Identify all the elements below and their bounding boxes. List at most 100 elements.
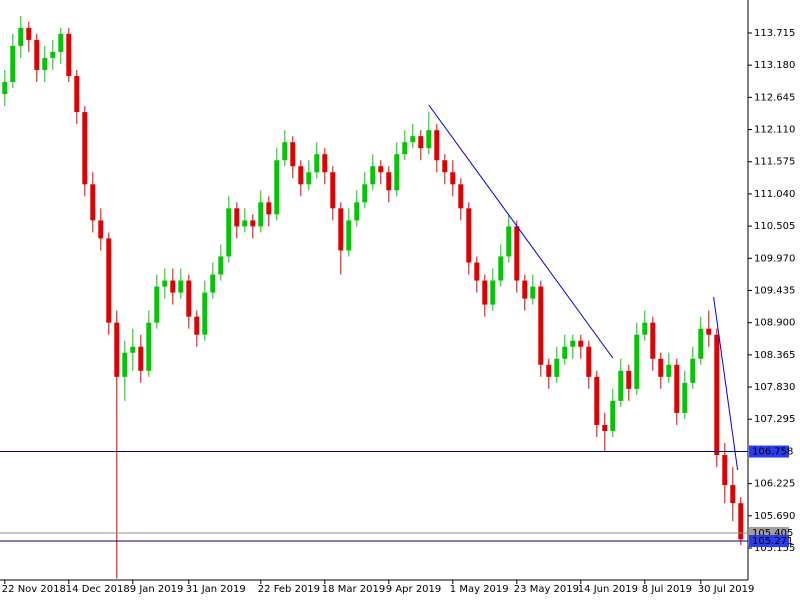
candle-body	[250, 220, 256, 227]
candle-body	[242, 220, 248, 227]
candle-body	[306, 172, 312, 185]
candle-body	[234, 208, 240, 227]
candle-body	[714, 334, 720, 456]
candle-body	[642, 322, 648, 335]
price-label: 106.758	[752, 447, 793, 458]
y-tick-label: 112.645	[754, 92, 795, 103]
price-label-box	[749, 445, 789, 458]
candle-body	[562, 346, 568, 359]
y-tick-label: 107.830	[754, 382, 795, 393]
candle-body	[682, 382, 688, 413]
y-tick-label: 110.505	[754, 221, 795, 232]
x-tick-label: 23 May 2019	[514, 584, 579, 595]
candle-body	[82, 112, 88, 185]
candle-body	[106, 238, 112, 323]
candle-body	[554, 358, 560, 377]
candle-body	[362, 184, 368, 203]
candle-body	[274, 160, 280, 215]
candle-body	[426, 130, 432, 149]
candle-body	[386, 172, 392, 191]
candle-body	[330, 172, 336, 209]
y-tick-label: 105.155	[754, 543, 795, 554]
candle-body	[594, 376, 600, 425]
candle-body	[210, 274, 216, 293]
candle-body	[722, 455, 728, 486]
candle-body	[522, 280, 528, 299]
y-tick-label: 111.575	[754, 157, 795, 168]
candle-body	[226, 208, 232, 257]
x-tick-label: 30 Jul 2019	[698, 584, 755, 595]
candle-body	[394, 154, 400, 191]
candle-body	[138, 346, 144, 371]
x-tick-label: 9 Apr 2019	[386, 584, 441, 595]
candle-body	[402, 142, 408, 155]
candle-body	[90, 184, 96, 221]
candle-body	[338, 208, 344, 251]
candle-body	[42, 57, 48, 70]
trend-line	[428, 104, 614, 359]
candle-body	[154, 286, 160, 323]
price-label-box	[749, 535, 789, 548]
x-tick-label: 22 Feb 2019	[258, 584, 320, 595]
candle-body	[490, 280, 496, 305]
candle-body	[170, 280, 176, 293]
y-tick-label: 113.180	[754, 60, 795, 71]
candle-body	[10, 45, 16, 83]
candle-body	[578, 340, 584, 347]
candle-body	[738, 503, 744, 540]
candle-body	[370, 166, 376, 185]
candle-body	[666, 364, 672, 377]
candle-body	[698, 328, 704, 359]
candle-body	[514, 226, 520, 281]
candle-body	[354, 202, 360, 221]
x-tick-label: 14 Dec 2018	[66, 584, 130, 595]
candle-body	[146, 322, 152, 371]
x-tick-label: 22 Nov 2018	[2, 584, 66, 595]
candle-body	[498, 256, 504, 281]
candle-body	[162, 280, 168, 287]
candle-body	[466, 208, 472, 263]
candle-body	[450, 172, 456, 185]
candle-body	[634, 334, 640, 389]
x-tick-label: 18 Mar 2019	[322, 584, 385, 595]
candle-body	[434, 130, 440, 161]
candle-body	[266, 202, 272, 215]
candle-body	[482, 280, 488, 305]
y-tick-label: 108.365	[754, 350, 795, 361]
y-tick-label: 106.225	[754, 479, 795, 490]
candle-body	[650, 322, 656, 359]
candle-body	[130, 346, 136, 353]
candle-body	[194, 316, 200, 335]
candle-body	[730, 485, 736, 504]
candle-body	[570, 340, 576, 347]
candle-body	[114, 322, 120, 377]
candle-body	[378, 166, 384, 173]
candle-body	[626, 370, 632, 389]
candle-body	[26, 27, 32, 40]
candle-body	[98, 220, 104, 239]
candle-body	[58, 33, 64, 52]
candle-body	[122, 352, 128, 377]
candle-body	[706, 328, 712, 335]
candle-body	[546, 364, 552, 377]
candle-body	[474, 262, 480, 281]
y-tick-label: 107.295	[754, 414, 795, 425]
x-tick-label: 9 Jan 2019	[130, 584, 184, 595]
candle-body	[314, 154, 320, 173]
candle-body	[178, 280, 184, 293]
price-label: 105.271	[752, 536, 793, 547]
candle-body	[282, 142, 288, 161]
candle-body	[506, 226, 512, 257]
candle-body	[66, 33, 72, 76]
candle-body	[538, 286, 544, 365]
candle-body	[34, 39, 40, 70]
candle-body	[418, 136, 424, 149]
x-tick-label: 14 Jun 2019	[578, 584, 638, 595]
candle-body	[602, 424, 608, 431]
candle-body	[442, 160, 448, 173]
candle-body	[410, 136, 416, 143]
candle-body	[458, 184, 464, 209]
candle-body	[322, 154, 328, 173]
candle-body	[18, 27, 24, 46]
